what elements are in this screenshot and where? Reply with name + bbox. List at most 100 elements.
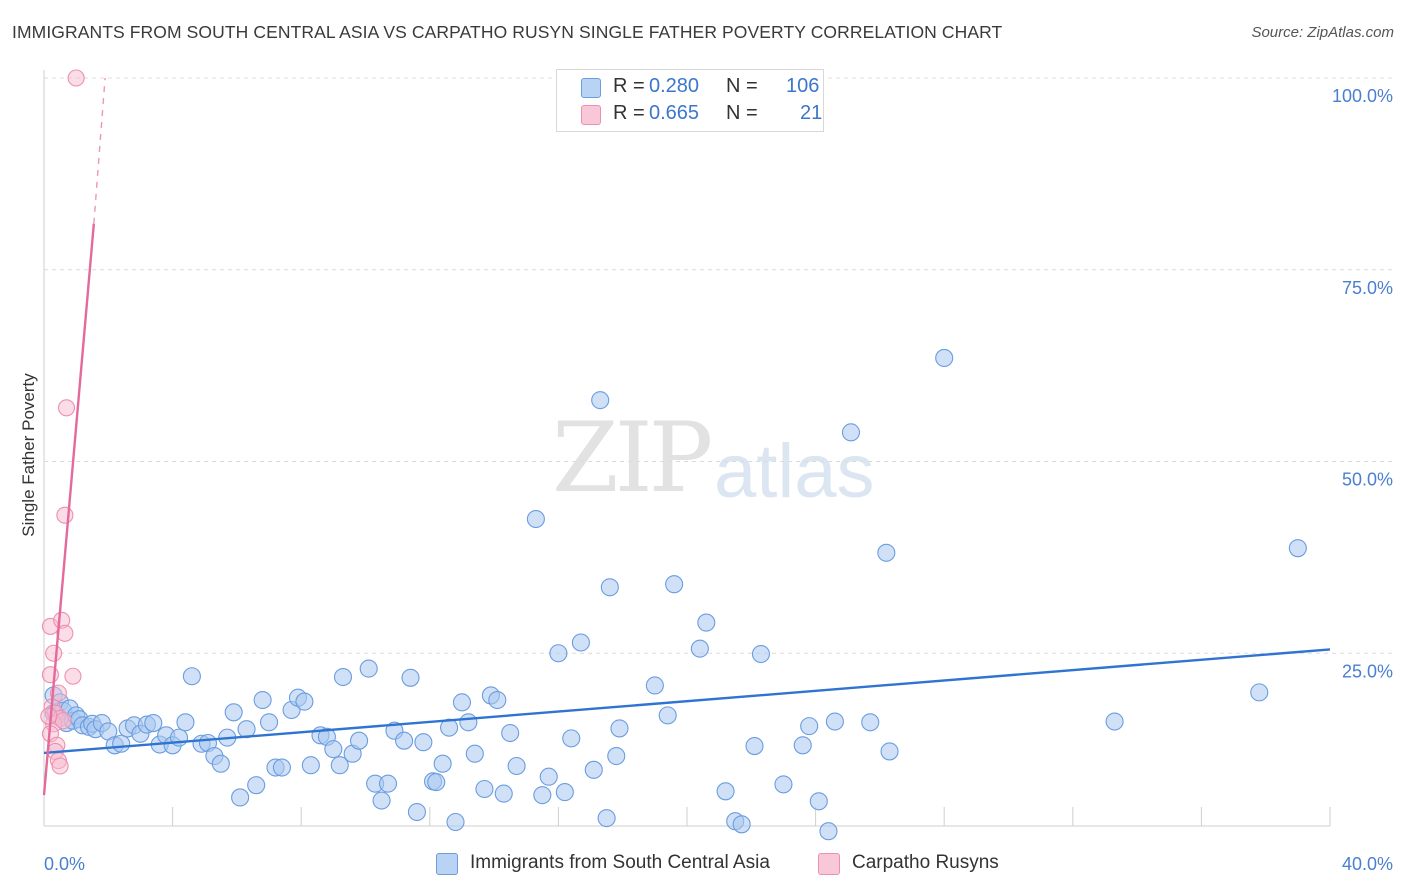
- data-point-carpatho: [67, 69, 85, 87]
- legend-swatch-pink: [818, 853, 840, 875]
- data-point-immigrants: [697, 613, 716, 632]
- data-point-immigrants: [591, 391, 610, 410]
- data-point-immigrants: [751, 644, 770, 664]
- data-point-immigrants: [378, 774, 398, 793]
- data-point-immigrants: [825, 712, 844, 731]
- data-point-immigrants: [539, 767, 558, 786]
- tick-labels: 25.0% 50.0% 75.0% 100.0% 0.0% 40.0%: [44, 86, 1393, 874]
- data-point-immigrants: [533, 786, 552, 805]
- data-point-immigrants: [584, 760, 603, 779]
- data-point-immigrants: [1288, 539, 1307, 558]
- data-point-carpatho: [64, 667, 82, 685]
- data-point-immigrants: [295, 692, 314, 711]
- legend-swatch-pink: [581, 105, 601, 125]
- data-point-immigrants: [501, 723, 520, 743]
- correlation-legend: R = 0.280 N = 106 R = 0.665 N = 21: [556, 69, 824, 132]
- data-point-immigrants: [407, 802, 426, 822]
- source-credit: Source: ZipAtlas.com: [1251, 24, 1394, 41]
- data-point-immigrants: [427, 773, 446, 792]
- data-point-immigrants: [112, 734, 131, 753]
- data-point-immigrants: [819, 822, 838, 841]
- data-point-carpatho: [51, 757, 69, 775]
- data-point-immigrants: [324, 740, 343, 759]
- data-point-immigrants: [600, 578, 619, 597]
- y-tick-label: 25.0%: [1342, 661, 1393, 681]
- data-point-carpatho: [56, 624, 74, 642]
- data-point-immigrants: [597, 809, 616, 828]
- r-label: R =: [613, 75, 645, 97]
- legend-label: Immigrants from South Central Asia: [470, 852, 770, 873]
- data-point-immigrants: [549, 644, 568, 663]
- data-point-immigrants: [841, 423, 861, 442]
- data-point-immigrants: [571, 633, 590, 652]
- data-point-immigrants: [935, 348, 954, 368]
- r-value: 0.280: [649, 75, 700, 97]
- data-point-immigrants: [526, 509, 545, 529]
- data-point-immigrants: [800, 717, 819, 736]
- data-point-immigrants: [224, 703, 243, 722]
- data-point-immigrants: [562, 729, 581, 748]
- data-point-immigrants: [359, 659, 378, 678]
- data-point-immigrants: [690, 639, 709, 658]
- data-point-immigrants: [446, 812, 465, 832]
- data-point-carpatho: [54, 712, 72, 730]
- data-point-immigrants: [732, 815, 751, 834]
- legend-label: Carpatho Rusyns: [852, 852, 999, 873]
- data-point-immigrants: [395, 731, 414, 750]
- data-point-immigrants: [665, 575, 684, 594]
- data-point-immigrants: [877, 543, 896, 562]
- y-axis-label: Single Father Poverty: [19, 373, 38, 537]
- legend-swatch-blue: [581, 78, 601, 98]
- series-immigrants-points: [44, 348, 1307, 841]
- data-point-immigrants: [272, 758, 291, 777]
- data-point-carpatho: [40, 707, 58, 725]
- trend-lines: [42, 77, 1331, 796]
- x-tick-label: 0.0%: [44, 854, 85, 874]
- trend-line-carpatho-extension: [93, 77, 106, 224]
- data-point-immigrants: [1250, 683, 1269, 702]
- data-point-immigrants: [658, 706, 677, 725]
- r-value: 0.665: [649, 102, 700, 124]
- data-point-immigrants: [555, 783, 574, 802]
- data-point-immigrants: [247, 776, 266, 795]
- chart-title: IMMIGRANTS FROM SOUTH CENTRAL ASIA VS CA…: [12, 22, 1003, 42]
- data-point-immigrants: [607, 746, 626, 766]
- data-point-immigrants: [144, 713, 163, 733]
- watermark-atlas: atlas: [714, 429, 875, 514]
- data-point-carpatho: [56, 506, 74, 524]
- data-point-immigrants: [433, 754, 452, 773]
- data-point-immigrants: [610, 719, 629, 738]
- data-point-immigrants: [809, 792, 828, 811]
- data-point-carpatho: [57, 399, 76, 417]
- data-point-immigrants: [182, 667, 201, 686]
- data-point-immigrants: [452, 693, 472, 712]
- gridlines: [44, 77, 1394, 654]
- data-point-immigrants: [259, 713, 279, 732]
- y-tick-label: 100.0%: [1332, 86, 1393, 106]
- n-value: 21: [800, 102, 823, 124]
- data-point-immigrants: [1105, 712, 1124, 731]
- data-point-immigrants: [475, 779, 494, 799]
- data-point-immigrants: [211, 754, 230, 773]
- data-point-immigrants: [488, 690, 507, 710]
- data-point-immigrants: [494, 784, 513, 803]
- data-point-immigrants: [176, 713, 195, 732]
- data-point-immigrants: [231, 788, 250, 807]
- data-point-carpatho: [45, 644, 63, 662]
- data-point-immigrants: [465, 744, 484, 763]
- data-point-immigrants: [645, 676, 664, 695]
- data-point-immigrants: [301, 756, 320, 775]
- data-point-immigrants: [861, 713, 880, 732]
- data-point-immigrants: [401, 668, 420, 687]
- data-point-immigrants: [774, 775, 793, 794]
- n-value: 106: [786, 75, 820, 97]
- axes: [43, 70, 1331, 827]
- data-point-immigrants: [350, 731, 369, 750]
- x-tick-label: 40.0%: [1342, 854, 1393, 874]
- data-point-carpatho: [49, 684, 68, 702]
- data-point-immigrants: [459, 713, 478, 732]
- r-label: R =: [613, 102, 645, 124]
- y-tick-label: 50.0%: [1342, 470, 1393, 490]
- n-label: N =: [726, 102, 758, 124]
